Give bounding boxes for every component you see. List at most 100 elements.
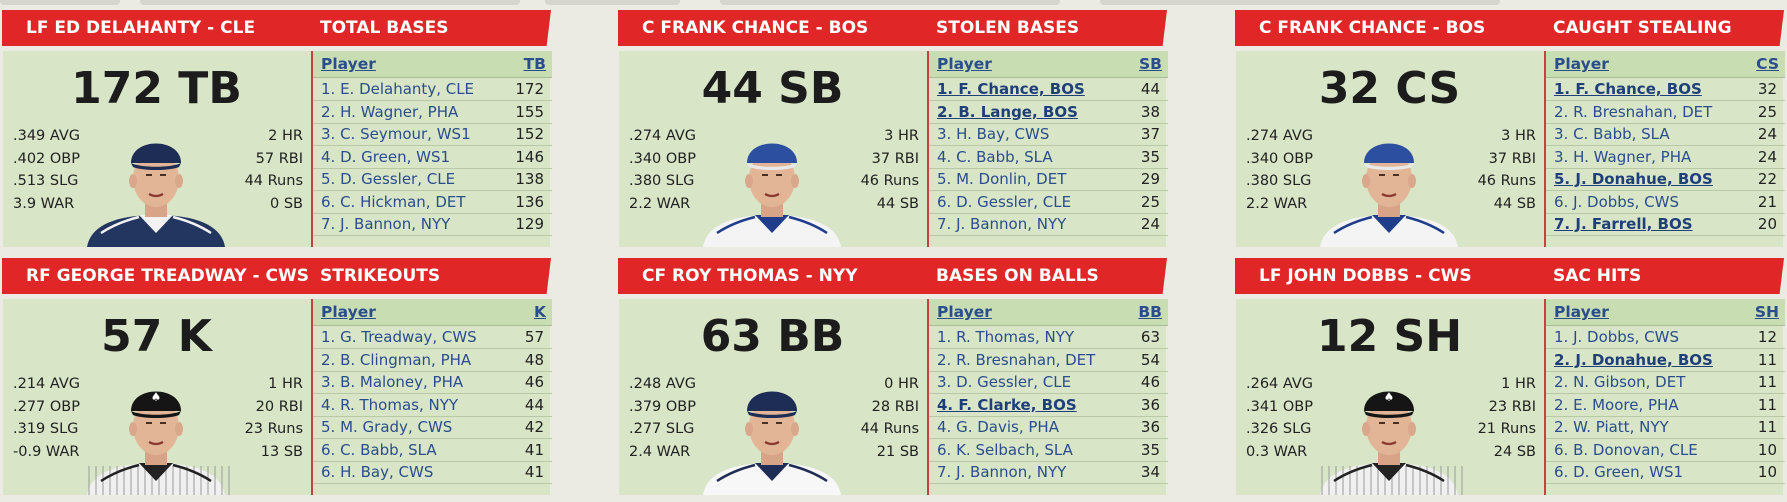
table-row[interactable]: 5. M. Grady, CWS 42 — [313, 416, 552, 440]
player-name-link[interactable]: 5. D. Gessler, CLE — [321, 170, 456, 188]
player-name-link[interactable]: 7. J. Farrell, BOS — [1554, 215, 1693, 233]
table-row[interactable]: 6. B. Donovan, CLE 10 — [1546, 439, 1785, 462]
col-stat-header[interactable]: K — [533, 303, 546, 321]
table-row[interactable]: 5. D. Gessler, CLE 138 — [313, 168, 552, 192]
col-player-header[interactable]: Player — [937, 303, 992, 321]
player-name-link[interactable]: 6. C. Babb, SLA — [321, 440, 437, 459]
table-row[interactable]: 3. C. Babb, SLA 24 — [1546, 123, 1785, 147]
player-name-link[interactable]: 2. N. Gibson, DET — [1554, 373, 1686, 391]
col-player-header[interactable]: Player — [937, 55, 992, 73]
table-row[interactable]: 4. G. Davis, PHA 36 — [929, 416, 1168, 440]
table-row[interactable]: 6. C. Babb, SLA 41 — [313, 439, 552, 462]
player-name-link[interactable]: 6. D. Green, WS1 — [1554, 463, 1684, 481]
player-name-link[interactable]: 2. B. Lange, BOS — [937, 102, 1078, 121]
player-name-link[interactable]: 3. C. Babb, SLA — [1554, 125, 1670, 143]
table-row[interactable]: 4. D. Green, WS1 146 — [313, 146, 552, 169]
table-row[interactable]: 3. C. Seymour, WS1 152 — [313, 123, 552, 147]
table-row[interactable]: 2. B. Lange, BOS 38 — [929, 101, 1168, 124]
player-name-link[interactable]: 4. F. Clarke, BOS — [937, 395, 1077, 414]
table-row[interactable]: 7. J. Bannon, NYY 34 — [929, 461, 1168, 485]
table-row[interactable]: 6. D. Gessler, CLE 25 — [929, 191, 1168, 214]
player-name-link[interactable]: 3. H. Bay, CWS — [937, 125, 1050, 143]
player-name-link[interactable]: 2. R. Bresnahan, DET — [937, 350, 1096, 369]
player-name-link[interactable]: 7. J. Bannon, NYY — [937, 463, 1067, 481]
col-player-header[interactable]: Player — [321, 55, 376, 73]
player-name-link[interactable]: 6. B. Donovan, CLE — [1554, 440, 1698, 459]
table-row[interactable]: 2. N. Gibson, DET 11 — [1546, 371, 1785, 395]
player-name-link[interactable]: 6. K. Selbach, SLA — [937, 440, 1073, 459]
player-portrait[interactable] — [697, 371, 847, 495]
player-name-link[interactable]: 1. F. Chance, BOS — [1554, 80, 1702, 98]
player-name-link[interactable]: 7. J. Bannon, NYY — [937, 215, 1067, 233]
player-portrait[interactable]: ♠ — [81, 371, 231, 495]
player-name-link[interactable]: 2. R. Bresnahan, DET — [1554, 102, 1713, 121]
col-player-header[interactable]: Player — [1554, 303, 1609, 321]
table-row[interactable]: 6. H. Bay, CWS 41 — [313, 461, 552, 485]
table-row[interactable]: 2. W. Piatt, NYY 11 — [1546, 416, 1785, 440]
col-player-header[interactable]: Player — [321, 303, 376, 321]
tab-stub[interactable] — [1100, 0, 1500, 5]
tab-stub[interactable] — [545, 0, 680, 5]
player-name-link[interactable]: 4. D. Green, WS1 — [321, 147, 451, 166]
player-name-link[interactable]: 1. R. Thomas, NYY — [937, 328, 1075, 346]
table-row[interactable]: 4. R. Thomas, NYY 44 — [313, 394, 552, 417]
player-name-link[interactable]: 2. W. Piatt, NYY — [1554, 418, 1669, 436]
table-row[interactable]: 6. K. Selbach, SLA 35 — [929, 439, 1168, 462]
tab-stub[interactable] — [140, 0, 520, 5]
player-name-link[interactable]: 4. C. Babb, SLA — [937, 147, 1053, 166]
table-row[interactable]: 4. F. Clarke, BOS 36 — [929, 394, 1168, 417]
table-row[interactable]: 2. J. Donahue, BOS 11 — [1546, 349, 1785, 372]
table-row[interactable]: 2. R. Bresnahan, DET 25 — [1546, 101, 1785, 124]
table-row[interactable]: 3. B. Maloney, PHA 46 — [313, 371, 552, 395]
table-row[interactable]: 4. C. Babb, SLA 35 — [929, 146, 1168, 169]
table-row[interactable]: 7. J. Bannon, NYY 24 — [929, 213, 1168, 237]
table-row[interactable]: 7. J. Bannon, NYY 129 — [313, 213, 552, 237]
table-row[interactable]: 1. R. Thomas, NYY 63 — [929, 326, 1168, 350]
table-row[interactable]: 1. F. Chance, BOS 44 — [929, 78, 1168, 102]
table-row[interactable]: 6. J. Dobbs, CWS 21 — [1546, 191, 1785, 214]
table-row[interactable]: 1. E. Delahanty, CLE 172 — [313, 78, 552, 102]
player-name-link[interactable]: 1. G. Treadway, CWS — [321, 328, 477, 346]
player-name-link[interactable]: 5. J. Donahue, BOS — [1554, 170, 1713, 188]
player-portrait[interactable] — [697, 123, 847, 247]
player-name-link[interactable]: 6. H. Bay, CWS — [321, 463, 434, 481]
featured-player-title[interactable]: LF ED DELAHANTY - CLE — [26, 18, 256, 38]
player-name-link[interactable]: 6. C. Hickman, DET — [321, 192, 466, 211]
tab-stub[interactable] — [0, 0, 120, 5]
table-row[interactable]: 2. R. Bresnahan, DET 54 — [929, 349, 1168, 372]
table-row[interactable]: 1. G. Treadway, CWS 57 — [313, 326, 552, 350]
player-name-link[interactable]: 4. G. Davis, PHA — [937, 418, 1059, 436]
col-stat-header[interactable]: TB — [523, 55, 546, 73]
player-name-link[interactable]: 2. J. Donahue, BOS — [1554, 350, 1713, 369]
table-row[interactable]: 2. E. Moore, PHA 11 — [1546, 394, 1785, 417]
table-row[interactable]: 5. M. Donlin, DET 29 — [929, 168, 1168, 192]
featured-player-title[interactable]: CF ROY THOMAS - NYY — [642, 266, 858, 286]
player-name-link[interactable]: 1. F. Chance, BOS — [937, 80, 1085, 98]
col-stat-header[interactable]: SB — [1139, 55, 1162, 73]
featured-player-title[interactable]: LF JOHN DOBBS - CWS — [1259, 266, 1472, 286]
player-portrait[interactable] — [1314, 123, 1464, 247]
col-player-header[interactable]: Player — [1554, 55, 1609, 73]
tab-stub[interactable] — [720, 0, 1060, 5]
player-name-link[interactable]: 3. H. Wagner, PHA — [1554, 147, 1692, 166]
table-row[interactable]: 3. H. Bay, CWS 37 — [929, 123, 1168, 147]
table-row[interactable]: 2. B. Clingman, PHA 48 — [313, 349, 552, 372]
table-row[interactable]: 6. C. Hickman, DET 136 — [313, 191, 552, 214]
table-row[interactable]: 7. J. Farrell, BOS 20 — [1546, 213, 1785, 237]
player-name-link[interactable]: 3. B. Maloney, PHA — [321, 373, 464, 391]
table-row[interactable]: 6. D. Green, WS1 10 — [1546, 461, 1785, 485]
table-row[interactable]: 5. J. Donahue, BOS 22 — [1546, 168, 1785, 192]
featured-player-title[interactable]: C FRANK CHANCE - BOS — [1259, 18, 1486, 38]
player-name-link[interactable]: 2. B. Clingman, PHA — [321, 350, 472, 369]
col-stat-header[interactable]: CS — [1756, 55, 1779, 73]
player-portrait[interactable]: ♠ — [1314, 371, 1464, 495]
player-name-link[interactable]: 5. M. Grady, CWS — [321, 418, 453, 436]
table-row[interactable]: 3. D. Gessler, CLE 46 — [929, 371, 1168, 395]
player-name-link[interactable]: 2. H. Wagner, PHA — [321, 102, 459, 121]
player-name-link[interactable]: 1. J. Dobbs, CWS — [1554, 328, 1679, 346]
player-name-link[interactable]: 1. E. Delahanty, CLE — [321, 80, 475, 98]
col-stat-header[interactable]: SH — [1754, 303, 1779, 321]
player-name-link[interactable]: 3. D. Gessler, CLE — [937, 373, 1072, 391]
player-name-link[interactable]: 3. C. Seymour, WS1 — [321, 125, 471, 143]
table-row[interactable]: 2. H. Wagner, PHA 155 — [313, 101, 552, 124]
